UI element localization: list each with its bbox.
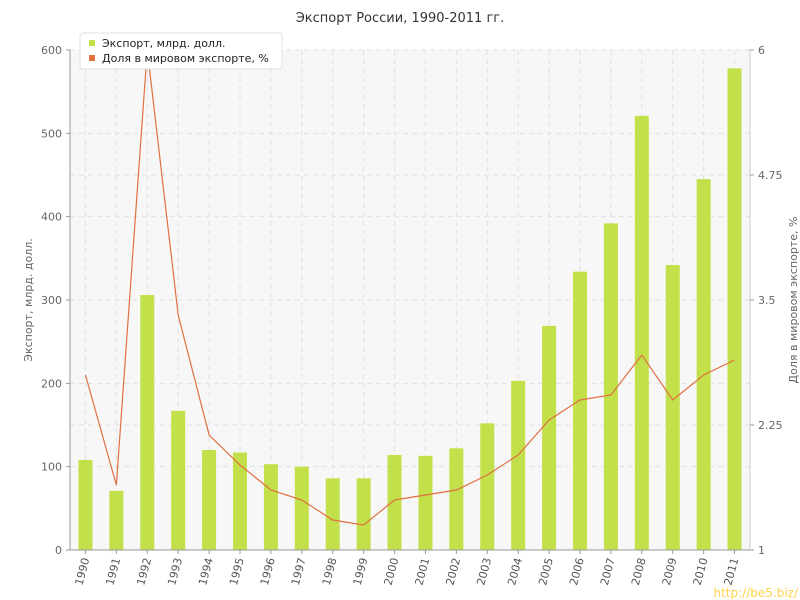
x-tick-label: 1999 — [351, 556, 371, 586]
x-tick-label: 1997 — [289, 556, 309, 586]
x-tick-label: 2007 — [598, 556, 618, 586]
bar-1992 — [140, 295, 155, 550]
y-tick-label-right: 2.25 — [758, 419, 783, 432]
bar-1993 — [171, 410, 186, 550]
x-tick-label: 2006 — [567, 556, 587, 586]
y-axis-left-ticks: 0 100 200 300 400 500 600 — [41, 44, 70, 557]
x-tick-label: 1998 — [320, 556, 340, 586]
legend-marker-bar — [89, 40, 95, 46]
bar-2002 — [449, 448, 464, 550]
bar-1990 — [78, 460, 93, 550]
series-line-share — [84, 49, 735, 526]
bar-2011 — [727, 68, 742, 550]
y-tick-label-left: 500 — [41, 127, 62, 140]
x-tick-label: 1995 — [227, 556, 247, 586]
bar-2009 — [665, 265, 680, 550]
bar-1997 — [294, 466, 309, 550]
watermark-background — [696, 585, 800, 600]
legend-label-share: Доля в мировом экспорте, % — [102, 52, 269, 65]
x-tick-label: 1994 — [196, 556, 216, 586]
legend-box — [79, 32, 283, 70]
y-axis-label-left: Экспорт, млрд. долл. — [22, 238, 35, 361]
x-tick-label: 2009 — [660, 556, 680, 586]
y-tick-label-right: 1 — [758, 544, 765, 557]
y-tick-label-left: 0 — [55, 544, 62, 557]
bar-2010 — [696, 179, 711, 550]
x-axis-ticks: 1990 1991 1992 1993 1994 1995 1996 1997 1998 1999… — [73, 550, 742, 587]
bar-1991 — [109, 490, 124, 550]
x-tick-label: 1996 — [258, 556, 278, 586]
y-tick-label-right: 4.75 — [758, 169, 783, 182]
bar-2003 — [480, 423, 495, 550]
watermark[interactable]: http://be5.biz/ — [696, 585, 800, 600]
x-tick-label: 2001 — [413, 556, 433, 586]
x-tick-label: 2003 — [474, 556, 494, 586]
bars — [78, 68, 742, 551]
x-tick-label: 1990 — [73, 556, 93, 586]
x-tick-label: 2008 — [629, 556, 649, 586]
legend-label-export: Экспорт, млрд. долл. — [102, 37, 225, 50]
x-tick-label: 1992 — [134, 556, 154, 586]
bar-1996 — [263, 464, 278, 550]
x-tick-label: 2010 — [691, 556, 711, 586]
x-tick-label: 2004 — [505, 556, 525, 586]
bar-2004 — [511, 380, 526, 550]
bar-1995 — [233, 452, 247, 550]
legend-marker-line — [89, 55, 95, 61]
y-tick-label-left: 100 — [41, 461, 62, 474]
y-tick-label-left: 200 — [41, 377, 62, 390]
x-tick-label: 1991 — [103, 556, 123, 586]
legend: Экспорт, млрд. долл. Доля в мировом эксп… — [79, 32, 283, 70]
y-tick-label-left: 300 — [41, 294, 62, 307]
y-axis-label-right: Доля в мировом экспорте, % — [787, 217, 800, 384]
x-tick-label: 2000 — [382, 556, 402, 586]
bar-2007 — [603, 223, 618, 551]
x-tick-label: 2005 — [536, 556, 556, 586]
bar-2001 — [418, 455, 433, 550]
x-tick-label: 1993 — [165, 556, 185, 586]
bar-2000 — [387, 455, 402, 550]
bar-2005 — [542, 325, 557, 550]
bar-1999 — [356, 478, 371, 550]
x-tick-label: 2011 — [722, 556, 742, 586]
bar-2006 — [573, 271, 587, 550]
watermark-link[interactable]: http://be5.biz/ — [713, 586, 798, 600]
y-tick-label-left: 600 — [41, 44, 62, 57]
bar-2008 — [634, 115, 649, 550]
y-tick-label-right: 3.5 — [758, 294, 776, 307]
y-axis-right-ticks: 1 2.25 3.5 4.75 6 — [750, 44, 783, 557]
bar-1998 — [325, 478, 340, 550]
y-tick-label-left: 400 — [41, 211, 62, 224]
y-tick-label-right: 6 — [758, 44, 765, 57]
x-tick-label: 2002 — [443, 556, 463, 586]
bar-1994 — [202, 450, 217, 550]
chart-title: Экспорт России, 1990-2011 гг. — [296, 11, 505, 26]
